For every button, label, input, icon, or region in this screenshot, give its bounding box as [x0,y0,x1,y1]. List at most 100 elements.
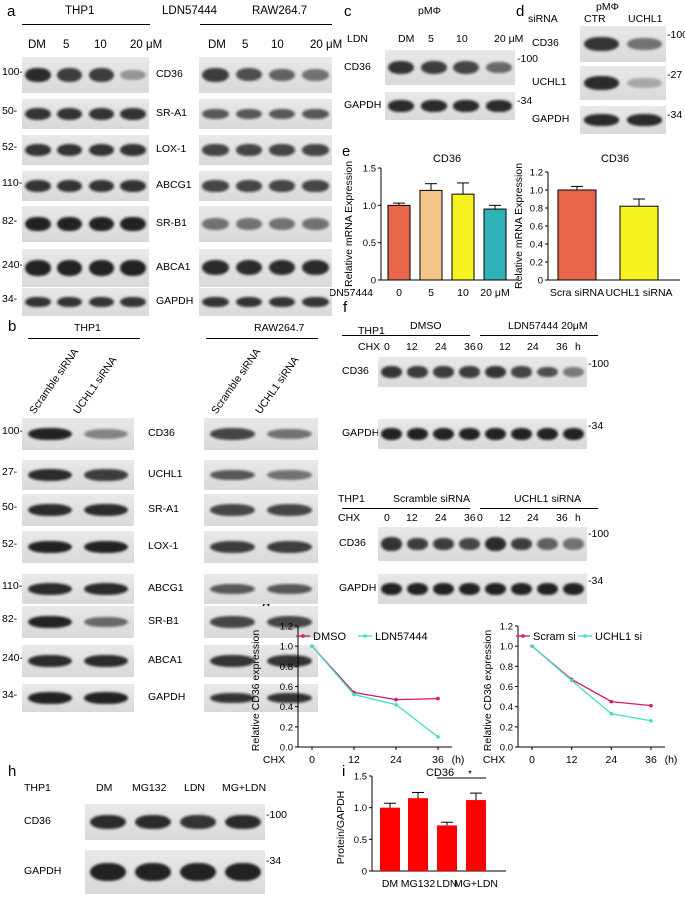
panel-b-thp1-blot-4-band-1 [83,583,129,595]
panel-b-raw-blot-1-band-0 [209,469,256,481]
panel-h-blot-1-band-2 [179,863,216,881]
panel-b-row-label-4: ABCG1 [148,582,184,594]
panel-f-top-blot-0-band-3 [458,366,480,378]
panel-a-thp1-blot-6 [22,288,149,316]
panel-f-bottom-blot-0-band-1 [406,537,428,551]
panel-f-top-mw-1: -34 [588,420,604,432]
panel-b-thp1-blot-1-band-1 [83,469,129,481]
panel-g-1-ytick-label-5: 1.0 [500,642,513,653]
panel-a-thp1-blot-1-band-3 [120,108,146,120]
panel-b-row-label-0: CD36 [148,427,175,439]
panel-d-blot-0-band-0 [584,37,619,51]
panel-a-thp1-blot-3-band-3 [120,180,146,192]
panel-c-dose-2: 10 [456,33,468,45]
panel-d-blot-1 [580,66,666,100]
panel-a-thp1-blot-6-band-0 [25,296,51,308]
panel-f-top-blot-1 [378,419,587,449]
panel-b-row-label-3: LOX-1 [148,540,179,552]
panel-b-thp1-blot-0 [22,418,134,450]
panel-c-row-label-0: CD36 [344,60,371,73]
panel-c-blot-1-band-1 [420,100,447,112]
panel-a-row-label-3: ABCG1 [156,179,192,191]
panel-i-ytick-label-3: 1.5 [354,772,367,783]
panel-d-blot-1-band-0 [584,76,619,90]
panel-f-top-time-1: 12 [406,341,418,353]
panel-b-raw-blot-2-band-1 [266,504,313,516]
panel-g-0-ytick-label-5: 1.0 [280,642,293,653]
panel-c-blot-0-band-2 [453,61,480,74]
panel-f-bottom-row-label-1: GAPDH [339,582,377,594]
panel-b-thp1-blot-4 [22,574,134,604]
panel-a-raw-blot-4-band-0 [202,218,229,230]
panel-b-thp1-blot-5-band-1 [83,616,129,628]
panel-f-bottom-blot-1 [378,574,587,604]
panel-b-thp1-blot-2 [22,494,134,526]
panel-i-letter: i [342,763,346,780]
panel-g-1-xtick-label-2: 24 [605,754,617,765]
panel-b-raw-blot-2-band-0 [209,504,256,516]
panel-b-raw-blot-6-band-1 [266,654,313,668]
panel-d-title: pMΦ [596,1,619,13]
panel-a-raw-blot-5-band-0 [202,260,229,276]
panel-a-raw-dose-3: 20 μM [310,39,343,51]
panel-a-thp1-dose-1: 5 [63,39,70,51]
panel-h-row-label-1: GAPDH [24,865,62,877]
panel-f-bottom-blot-1-band-7 [563,582,585,596]
panel-g-1-series-0-point-2 [609,699,614,704]
panel-a-thp1-blot-2-band-1 [56,144,83,156]
panel-b-raw-blot-0 [204,418,318,450]
panel-b-raw-blot-5-band-1 [266,616,313,628]
panel-f-bottom-unit: h [575,512,581,524]
panel-f-bottom-time-0: 0 [384,512,390,524]
panel-a-raw-blot-0-band-2 [268,68,296,82]
panel-a-raw-blot-2-band-2 [268,144,296,156]
panel-f-bottom-chx: CHX [338,512,361,524]
panel-b-mw-1: 27- [2,466,18,478]
panel-e-right-ytick-label-1: 0.2 [530,258,543,269]
panel-a-thp1-blot-2-band-2 [88,144,115,156]
panel-a-thp1-blot-0-band-2 [88,68,115,82]
panel-f-bottom-blot-0-band-2 [432,537,454,551]
panel-g-1-series-1-line [531,645,652,722]
panel-c-blot-0-band-3 [485,61,512,74]
panel-e-right-ytick-label-6: 1.2 [530,168,543,179]
panel-c-blot-1-band-0 [388,100,415,112]
panel-g-1-series-1-point-3 [649,718,653,723]
panel-a-raw-blot-0-band-0 [202,68,229,82]
panel-i-ytick-label-0: 0 [362,867,367,878]
panel-a-raw-blot-3-band-1 [235,180,263,192]
panel-b-raw-blot-0-band-1 [266,428,313,440]
panel-d-mw-1: -27 [667,69,683,81]
panel-a-mw-0: 100- [2,66,24,78]
panel-a-raw-blot-3-band-3 [302,180,329,192]
panel-e-right-bar-1 [619,205,659,281]
panel-b-thp1-blot-5-band-0 [27,615,73,629]
panel-b-thp1-blot-5 [22,606,134,638]
panel-a-raw-blot-4-band-2 [268,218,296,230]
panel-a-raw-blot-0-band-3 [302,69,329,81]
panel-h-blot-1-band-1 [134,863,171,881]
panel-f-bottom-mw-0: -100 [588,528,610,540]
panel-f-top-row-label-1: GAPDH [342,427,380,439]
panel-b-raw-blot-7-band-0 [209,692,256,704]
panel-a-raw-blot-6-band-3 [302,296,329,308]
panel-a-thp1-blot-3-band-2 [88,180,115,192]
panel-a-thp1-blot-6-band-3 [120,296,146,308]
panel-h-blot-1 [85,850,265,894]
panel-g-0-series-0-point-2 [394,697,398,702]
panel-f-top-blot-0-band-5 [511,366,533,378]
panel-a-row-label-4: SR-B1 [156,217,187,229]
panel-g-1-ytick-label-3: 0.6 [500,682,513,693]
panel-b-row-label-5: SR-B1 [148,615,179,627]
panel-g-1-xtick-label-1: 12 [566,754,578,765]
panel-b-thp1-blot-2-band-1 [83,503,129,517]
panel-e-right-ytick-label-2: 0.4 [530,240,543,251]
panel-f-top-blot-1-band-4 [485,427,506,441]
panel-b-thp1-blot-3-band-0 [27,540,73,554]
panel-b-row-label-7: GAPDH [148,691,186,703]
panel-d-lane-0: CTR [584,13,606,25]
panel-h-lane-0: DM [96,782,113,794]
panel-a-thp1-blot-1-band-1 [56,108,83,120]
panel-d-lane-1: UCHL1 [628,13,663,25]
panel-b-thp1-blot-7 [22,684,134,712]
